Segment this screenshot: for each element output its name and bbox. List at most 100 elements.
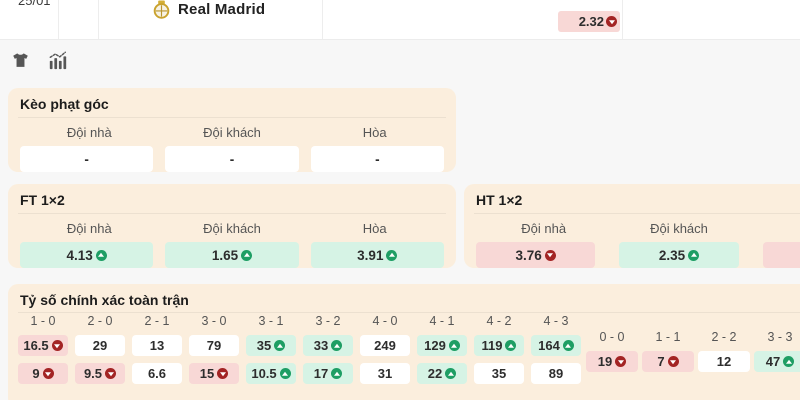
team-cell[interactable]: Real Madrid (152, 0, 265, 19)
divider (18, 117, 446, 118)
odds-cell[interactable]: 10.5 (246, 363, 296, 384)
odds-value: 2.35 (658, 247, 686, 263)
odds-cell[interactable]: 3.76 (476, 242, 596, 268)
trend-icon (217, 368, 229, 379)
trend-icon (783, 356, 795, 367)
odds-cell[interactable]: - (165, 146, 299, 172)
trend-icon (331, 368, 343, 379)
odds-cell[interactable]: 9 (18, 363, 68, 384)
divider (18, 213, 446, 214)
odds-cell[interactable]: 3.91 (310, 242, 444, 268)
odds-value: 89 (548, 366, 564, 381)
odds-value: 9 (32, 366, 40, 381)
odds-value: - (229, 151, 235, 167)
score-label: 2 - 1 (144, 314, 170, 328)
odds-cell[interactable]: - (20, 146, 154, 172)
score-label: 3 - 3 (767, 330, 793, 344)
odds-value: 19 (597, 354, 613, 369)
odds-cell[interactable]: 1.65 (165, 242, 299, 268)
odds-cell[interactable]: 13 (132, 335, 182, 356)
match-odds-cell[interactable]: 2.32 (558, 11, 620, 32)
chart-icon (49, 51, 67, 70)
odds-cell[interactable]: 249 (360, 335, 410, 356)
odds-cell[interactable]: 6.6 (132, 363, 182, 384)
odds-cell[interactable]: 35 (246, 335, 296, 356)
odds-cell[interactable]: 164 (531, 335, 581, 356)
trend-icon (331, 340, 343, 351)
corner-odds-panel: Kèo phạt góc Đội nhà Đội khách Hòa - - - (8, 88, 456, 172)
jersey-icon (12, 52, 28, 67)
odds-value: 15 (199, 366, 215, 381)
draw-score-headers: 0 - 0 1 - 1 2 - 2 3 - 3 (586, 330, 800, 344)
score-odds-row-2: 9 9.5 6.6 15 10.5 17 31 22 35 89 (18, 363, 588, 384)
match-row[interactable]: 25/01 Real Madrid 2.32 (0, 0, 800, 40)
odds-cell[interactable]: 12 (698, 351, 750, 372)
trend-icon (445, 368, 457, 379)
odds-value: 22 (427, 366, 443, 381)
draw-score-odds-row: 19 7 12 47 (586, 351, 800, 372)
header-draw: Hòa (362, 221, 387, 236)
odds-cell[interactable]: 17 (303, 363, 353, 384)
section-title: HT 1×2 (476, 192, 523, 208)
odds-cell[interactable]: 119 (474, 335, 524, 356)
header-away: Đội khách (203, 221, 261, 236)
odds-cell[interactable]: 19 (586, 351, 638, 372)
trend-icon (95, 249, 107, 261)
header-away: Đội khách (203, 125, 261, 140)
stats-chart-button[interactable] (46, 49, 70, 71)
toolbar (8, 49, 70, 71)
odds-cell[interactable]: 4.13 (20, 242, 154, 268)
header-draw (747, 221, 800, 236)
odds-cell[interactable]: 129 (417, 335, 467, 356)
header-home: Đội nhà (66, 125, 112, 140)
trend-icon (667, 356, 679, 367)
odds-value: - (84, 151, 89, 167)
odds-cell[interactable]: 2.35 (619, 242, 739, 268)
column-headers: Đội nhà Đội khách Hòa (18, 125, 446, 140)
odds-cell[interactable]: 7 (642, 351, 694, 372)
odds-value: 129 (424, 338, 446, 353)
score-label: 4 - 1 (429, 314, 455, 328)
odds-value: 31 (377, 366, 393, 381)
odds-cell[interactable]: 35 (474, 363, 524, 384)
odds-cell[interactable]: 79 (189, 335, 239, 356)
odds-cell[interactable] (762, 242, 800, 268)
odds-value: 29 (92, 338, 108, 353)
odds-cell[interactable]: 22 (417, 363, 467, 384)
odds-cell[interactable]: 89 (531, 363, 581, 384)
odds-value: 2.32 (578, 14, 604, 29)
column-divider (622, 0, 623, 39)
odds-cell[interactable]: 9.5 (75, 363, 125, 384)
score-label: 2 - 2 (711, 330, 737, 344)
column-divider (98, 0, 99, 39)
score-label: 4 - 2 (486, 314, 512, 328)
odds-value: 6.6 (147, 366, 167, 381)
score-label: 3 - 0 (201, 314, 227, 328)
column-headers: Đội nhà Đội khách Hòa (18, 221, 446, 236)
odds-cell[interactable]: 31 (360, 363, 410, 384)
trend-icon (615, 356, 627, 367)
odds-value: 13 (149, 338, 165, 353)
odds-cell[interactable]: 16.5 (18, 335, 68, 356)
score-label: 0 - 0 (599, 330, 625, 344)
trend-icon (51, 340, 63, 351)
section-title: FT 1×2 (20, 192, 65, 208)
odds-cell[interactable]: 15 (189, 363, 239, 384)
odds-value: - (375, 151, 380, 167)
odds-cell[interactable]: 47 (754, 351, 800, 372)
odds-value: 4.13 (66, 247, 93, 263)
score-odds-row-1: 16.5 29 13 79 35 33 249 129 119 164 (18, 335, 588, 356)
score-label: 1 - 0 (30, 314, 56, 328)
odds-value: 35 (256, 338, 272, 353)
odds-value: 3.76 (515, 247, 542, 263)
real-madrid-logo (152, 0, 171, 19)
ft-1x2-panel: FT 1×2 Đội nhà Đội khách Hòa 4.13 1.65 3… (8, 184, 456, 268)
lineup-jersey-button[interactable] (8, 49, 32, 71)
odds-value: 9.5 (83, 366, 103, 381)
odds-cell[interactable]: 33 (303, 335, 353, 356)
trend-icon (279, 368, 291, 379)
trend-icon (105, 368, 117, 379)
odds-cell[interactable]: - (310, 146, 444, 172)
odds-cell[interactable]: 29 (75, 335, 125, 356)
odds-value: 7 (657, 354, 665, 369)
